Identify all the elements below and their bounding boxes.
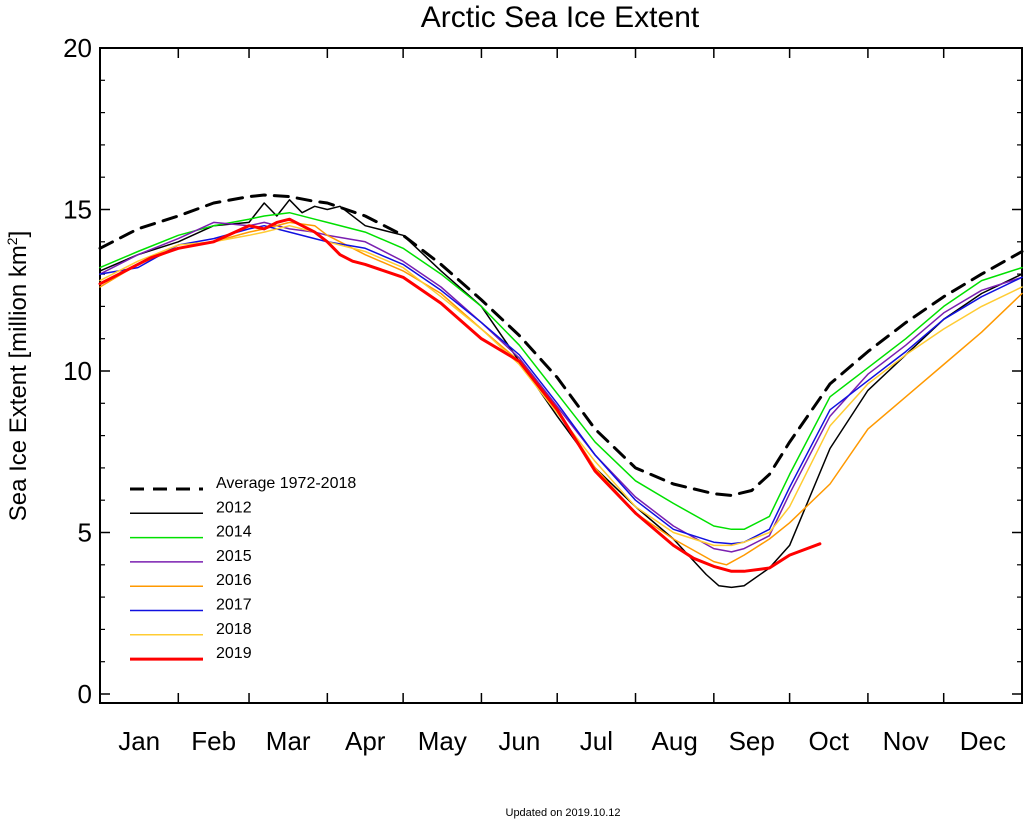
y-tick-label: 5 [78, 518, 92, 548]
month-label: Nov [883, 726, 929, 756]
y-tick-label: 10 [63, 356, 92, 386]
legend-label: 2018 [216, 621, 252, 638]
month-label: Jun [498, 726, 540, 756]
chart-title: Arctic Sea Ice Extent [421, 1, 700, 34]
legend-label: 2019 [216, 645, 252, 662]
series-line [99, 224, 1023, 547]
y-axis: 0 5 10 15 20 [63, 33, 1022, 709]
month-label: Sep [729, 726, 775, 756]
legend-label: 2017 [216, 597, 252, 614]
legend-label: 2015 [216, 548, 252, 565]
month-label: Feb [191, 726, 236, 756]
legend-label: 2012 [216, 499, 252, 516]
month-label: Apr [345, 726, 386, 756]
series-line [98, 193, 1024, 497]
legend-label: 2014 [216, 524, 252, 541]
y-tick-label: 20 [63, 33, 92, 63]
series-layer [98, 193, 1024, 589]
month-label: Oct [809, 726, 850, 756]
month-label: Jul [580, 726, 613, 756]
legend-label: 2016 [216, 572, 252, 589]
legend: Average 1972-2018 2012 2014 2015 2016 2017 201… [130, 475, 356, 662]
series-line [99, 211, 1023, 531]
legend-label: Average 1972-2018 [216, 475, 356, 492]
series-line [98, 217, 822, 573]
month-label: May [418, 726, 467, 756]
updated-date: Updated on 2019.10.12 [506, 807, 621, 819]
month-label: Mar [266, 726, 311, 756]
y-tick-label: 0 [78, 679, 92, 709]
month-label: Aug [652, 726, 698, 756]
plot-frame [99, 47, 1023, 704]
y-axis-label: Sea Ice Extent [million km2] [4, 231, 32, 522]
month-label: Jan [118, 726, 160, 756]
y-tick-label: 15 [63, 195, 92, 225]
x-axis: Jan Feb Mar Apr May Jun Jul Aug Sep Oct Nov Dec [99, 48, 1023, 756]
series-line [99, 221, 1023, 553]
month-label: Dec [960, 726, 1006, 756]
